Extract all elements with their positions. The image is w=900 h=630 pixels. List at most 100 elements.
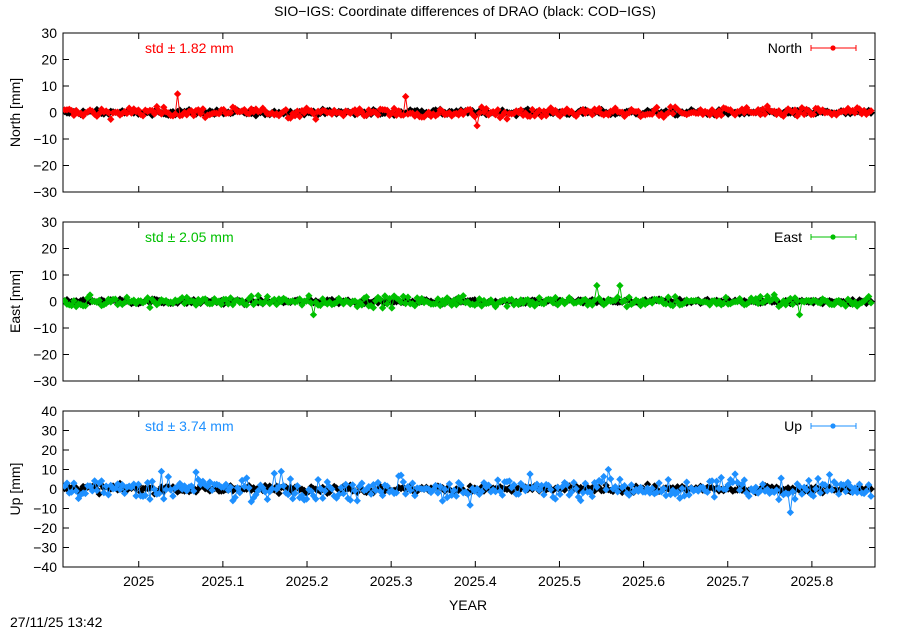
data-point xyxy=(620,482,629,490)
data-point xyxy=(673,488,682,496)
data-point xyxy=(473,485,481,493)
data-point xyxy=(648,484,656,493)
y-tick-label: 10 xyxy=(41,462,57,478)
data-point xyxy=(293,482,302,490)
data-point xyxy=(577,496,585,505)
y-axis-label: North [mm] xyxy=(7,78,23,147)
data-point xyxy=(862,487,871,495)
data-point xyxy=(231,493,239,502)
data-point xyxy=(316,301,325,310)
y-tick-label: 20 xyxy=(41,241,57,257)
data-point xyxy=(597,478,606,486)
data-point xyxy=(740,476,748,484)
data-point xyxy=(328,485,336,493)
data-point xyxy=(342,480,350,489)
chart-panels: 30 20 10 0 −10 −20 −30 North [mm] std ± 1.82 mm N… xyxy=(7,25,876,589)
data-point xyxy=(841,302,850,310)
data-point xyxy=(190,111,198,120)
data-point xyxy=(372,486,380,495)
data-point xyxy=(832,480,841,489)
data-point xyxy=(788,300,797,308)
data-point xyxy=(494,476,502,484)
data-point xyxy=(383,482,391,490)
data-point xyxy=(383,300,391,308)
data-point xyxy=(123,109,131,118)
data-point xyxy=(411,491,419,500)
data-point xyxy=(282,106,290,114)
data-point xyxy=(148,477,156,486)
data-point xyxy=(270,469,279,478)
data-point xyxy=(503,115,511,123)
data-point xyxy=(841,487,850,496)
data-point xyxy=(224,300,232,308)
data-point xyxy=(226,294,235,302)
data-point xyxy=(199,105,207,113)
data-point xyxy=(107,115,115,123)
x-tick-label: 2025.7 xyxy=(706,573,749,589)
data-point xyxy=(312,495,320,503)
y-tick-label: −10 xyxy=(33,501,57,517)
data-point xyxy=(556,490,564,499)
data-point xyxy=(120,298,129,307)
y-axis-label: Up [mm] xyxy=(7,463,23,516)
data-point xyxy=(208,486,216,494)
data-point xyxy=(805,476,813,485)
data-point xyxy=(263,495,272,504)
data-point xyxy=(666,103,675,111)
data-point xyxy=(795,311,804,319)
data-point xyxy=(367,490,375,498)
data-point xyxy=(134,480,143,489)
data-point xyxy=(252,298,260,306)
data-point xyxy=(314,475,322,484)
data-point xyxy=(606,475,615,483)
data-point xyxy=(809,492,818,500)
data-point xyxy=(581,479,590,488)
data-point xyxy=(708,477,716,485)
data-point xyxy=(484,481,493,489)
data-point xyxy=(745,492,753,500)
data-point xyxy=(535,294,543,302)
data-point xyxy=(526,470,534,478)
data-point xyxy=(97,477,106,485)
data-point xyxy=(542,111,550,120)
data-point xyxy=(155,489,163,498)
data-point xyxy=(756,292,765,301)
data-point xyxy=(473,122,481,130)
data-point xyxy=(335,490,343,499)
x-tick-label: 2025 xyxy=(123,573,154,589)
data-point xyxy=(319,494,327,502)
data-point xyxy=(441,485,449,493)
panel-north: 30 20 10 0 −10 −20 −30 North [mm] std ± 1.82 mm N… xyxy=(7,25,876,200)
data-point xyxy=(369,303,378,312)
data-point xyxy=(795,482,804,491)
data-point xyxy=(388,304,396,312)
data-point xyxy=(295,112,304,121)
data-point xyxy=(825,470,834,479)
std-annotation: std ± 3.74 mm xyxy=(145,418,234,434)
data-point xyxy=(339,489,348,498)
data-point xyxy=(853,488,861,497)
data-point xyxy=(788,487,797,496)
data-point xyxy=(141,491,149,500)
data-point xyxy=(406,486,414,495)
data-point xyxy=(70,297,78,305)
data-point xyxy=(752,483,760,491)
data-point xyxy=(399,292,408,301)
data-point xyxy=(683,478,691,486)
data-point xyxy=(664,475,672,484)
data-point xyxy=(279,482,288,490)
data-point xyxy=(600,472,608,481)
data-point xyxy=(482,104,490,113)
data-point xyxy=(759,480,767,488)
y-tick-label: −30 xyxy=(33,184,57,200)
data-point xyxy=(307,299,315,307)
data-point xyxy=(245,484,253,492)
data-point xyxy=(865,292,873,301)
data-point xyxy=(173,90,182,98)
data-point xyxy=(146,495,154,503)
data-point xyxy=(669,302,677,310)
data-point xyxy=(729,478,737,487)
data-point xyxy=(736,486,744,494)
data-point xyxy=(653,488,661,497)
data-point xyxy=(547,485,555,494)
